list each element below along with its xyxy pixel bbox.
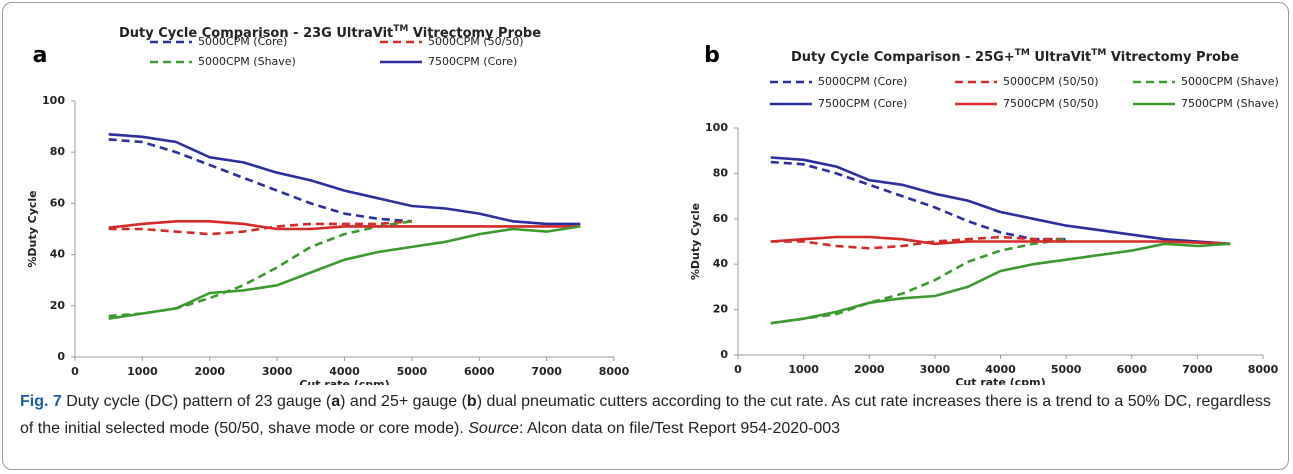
legend-label: 5000CPM (Core) xyxy=(818,75,907,88)
chart-title: Duty Cycle Comparison - 23G UltraVitTM V… xyxy=(119,24,541,41)
x-axis-label: Cut rate (cpm) xyxy=(299,378,389,385)
x-tick-label: 4000 xyxy=(329,365,360,378)
legend-label: 5000CPM (50/50) xyxy=(1003,75,1099,88)
y-tick-label: 20 xyxy=(713,303,729,316)
x-tick-label: 7000 xyxy=(1182,363,1213,376)
series-line xyxy=(108,138,412,223)
chart-title: Duty Cycle Comparison - 25G+TM UltraVitT… xyxy=(791,48,1239,65)
panel-label: a xyxy=(33,43,48,68)
legend-label: 5000CPM (50/50) xyxy=(428,35,524,48)
y-tick-label: 80 xyxy=(713,166,729,179)
series-line xyxy=(108,220,581,231)
x-tick-label: 4000 xyxy=(985,363,1016,376)
caption-part: Duty cycle (DC) pattern of 23 gauge ( xyxy=(61,393,332,410)
y-tick-label: 60 xyxy=(50,196,66,209)
x-tick-label: 5000 xyxy=(397,365,428,378)
caption-part: ) dual pneumatic cutters according to th… xyxy=(20,393,1271,437)
x-tick-label: 0 xyxy=(734,363,742,376)
caption: Fig. 7 Duty cycle (DC) pattern of 23 gau… xyxy=(20,388,1275,442)
x-tick-label: 1000 xyxy=(127,365,158,378)
series-line xyxy=(770,156,1231,246)
series-line xyxy=(770,160,1067,241)
title-superscript: TM xyxy=(1091,48,1106,58)
y-tick-label: 60 xyxy=(713,212,729,225)
series-line xyxy=(108,225,581,320)
caption-part: Source xyxy=(468,420,519,437)
caption-part: : Alcon data on file/Test Report 954-202… xyxy=(518,420,841,437)
caption-part: ) and 25+ gauge ( xyxy=(340,393,467,410)
legend-label: 7500CPM (Core) xyxy=(818,97,907,110)
caption-part: b xyxy=(466,393,477,410)
y-tick-label: 40 xyxy=(50,248,66,261)
legend-label: 5000CPM (Shave) xyxy=(1181,75,1279,88)
x-tick-label: 8000 xyxy=(1248,363,1279,376)
series-line xyxy=(770,235,1231,246)
series-line xyxy=(770,235,1067,250)
charts: a Duty Cycle Comparison - 23G UltraVitTM … xyxy=(26,24,1279,386)
caption-part: Fig. 7 xyxy=(20,393,62,410)
y-axis-label: %Duty Cycle xyxy=(689,203,702,280)
x-tick-label: 2000 xyxy=(194,365,225,378)
y-tick-label: 100 xyxy=(42,94,65,107)
title-part: Vitrectomy Probe xyxy=(1106,50,1239,65)
legend-label: 7500CPM (50/50) xyxy=(1003,97,1099,110)
x-axis-label: Cut rate (cpm) xyxy=(955,376,1045,385)
y-tick-label: 20 xyxy=(50,299,66,312)
series-line xyxy=(108,220,412,236)
series-line xyxy=(108,133,581,226)
y-tick-label: 100 xyxy=(705,121,728,134)
legend-label: 5000CPM (Core) xyxy=(198,35,287,48)
legend-label: 7500CPM (Shave) xyxy=(1181,97,1279,110)
title-part: Duty Cycle Comparison - 23G UltraVit xyxy=(119,26,393,41)
title-part: Duty Cycle Comparison - 25G+ xyxy=(791,50,1015,65)
title-part: Vitrectomy Probe xyxy=(408,26,541,41)
y-axis-label: %Duty Cycle xyxy=(26,190,39,267)
x-tick-label: 6000 xyxy=(1116,363,1147,376)
series-line xyxy=(108,220,413,318)
x-tick-label: 1000 xyxy=(788,363,819,376)
x-tick-label: 3000 xyxy=(920,363,951,376)
y-tick-label: 0 xyxy=(57,350,65,363)
y-tick-label: 80 xyxy=(50,145,66,158)
y-tick-label: 40 xyxy=(713,257,729,270)
x-tick-label: 7000 xyxy=(531,365,562,378)
x-tick-label: 3000 xyxy=(262,365,293,378)
title-superscript: TM xyxy=(1015,48,1030,58)
y-tick-label: 0 xyxy=(720,348,728,361)
x-tick-label: 8000 xyxy=(599,365,630,378)
x-tick-label: 0 xyxy=(71,365,79,378)
legend-label: 7500CPM (Core) xyxy=(428,55,517,68)
title-superscript: TM xyxy=(393,24,408,34)
x-tick-label: 5000 xyxy=(1051,363,1082,376)
series-line xyxy=(770,242,1231,325)
series-line xyxy=(770,237,1067,325)
panel-label: b xyxy=(704,43,720,68)
legend-label: 5000CPM (Shave) xyxy=(198,55,296,68)
x-tick-label: 2000 xyxy=(854,363,885,376)
title-part: UltraVit xyxy=(1030,50,1091,65)
x-tick-label: 6000 xyxy=(464,365,495,378)
caption-part: a xyxy=(331,393,341,410)
